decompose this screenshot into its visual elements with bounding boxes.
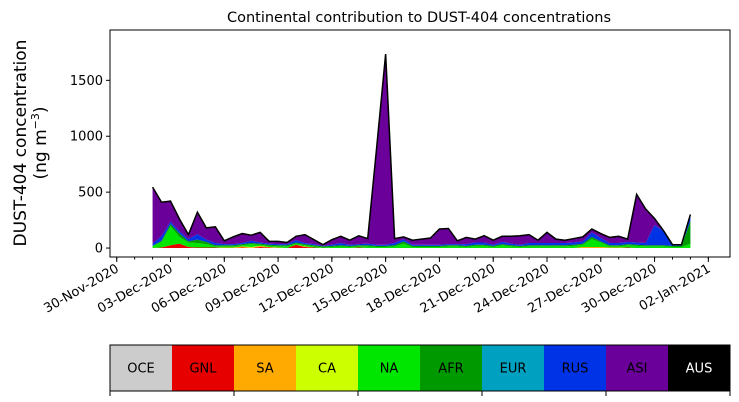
legend-swatch-na <box>358 345 420 391</box>
area-series-rus <box>152 214 691 247</box>
legend-label-ca: CA <box>318 362 336 377</box>
y-axis-label: DUST-404 concentration (ng m−3) <box>11 40 51 247</box>
legend-label-gnl: GNL <box>189 362 217 377</box>
legend-swatch-gnl <box>172 345 234 391</box>
legend-swatch-asi <box>606 345 668 391</box>
area-series-gnl <box>152 243 691 249</box>
legend-label-aus: AUS <box>686 362 713 377</box>
plot-area <box>109 29 731 258</box>
legend-swatch-aus <box>668 345 730 391</box>
legend-swatch-rus <box>544 345 606 391</box>
legend-label-oce: OCE <box>127 362 155 377</box>
plot-frame <box>109 29 731 258</box>
y-tick-label-0: 0 <box>95 242 103 257</box>
y-axis-label-line2: (ng m−3) <box>29 106 51 179</box>
x-axis: 30-Nov-202003-Dec-202006-Dec-202009-Dec-… <box>41 257 713 317</box>
legend: OCE GNL SA CA NA AFR EUR RUS ASI AUS <box>109 344 731 396</box>
legend-swatch-afr <box>420 345 482 391</box>
legend-swatch-ca <box>296 345 358 391</box>
y-axis: 0 500 1000 1500 <box>70 74 110 257</box>
legend-label-sa: SA <box>256 362 273 377</box>
y-axis-label-line1: DUST-404 concentration <box>11 40 31 247</box>
area-series-afr <box>152 221 691 248</box>
area-series-na <box>152 226 691 249</box>
legend-label-afr: AFR <box>438 362 463 377</box>
legend-label-asi: ASI <box>627 362 648 377</box>
chart-title: Continental contribution to DUST-404 con… <box>227 10 611 26</box>
y-tick-label-1000: 1000 <box>70 130 103 145</box>
legend-label-eur: EUR <box>500 362 527 377</box>
legend-frame <box>109 344 731 392</box>
legend-label-na: NA <box>380 362 399 377</box>
area-series-asi <box>152 54 691 246</box>
legend-label-rus: RUS <box>562 362 589 377</box>
legend-swatch-sa <box>234 345 296 391</box>
y-tick-label-1500: 1500 <box>70 74 103 89</box>
legend-swatch-oce <box>110 345 172 391</box>
total-line <box>151 53 692 246</box>
legend-swatch-eur <box>482 345 544 391</box>
y-tick-label-500: 500 <box>78 186 103 201</box>
